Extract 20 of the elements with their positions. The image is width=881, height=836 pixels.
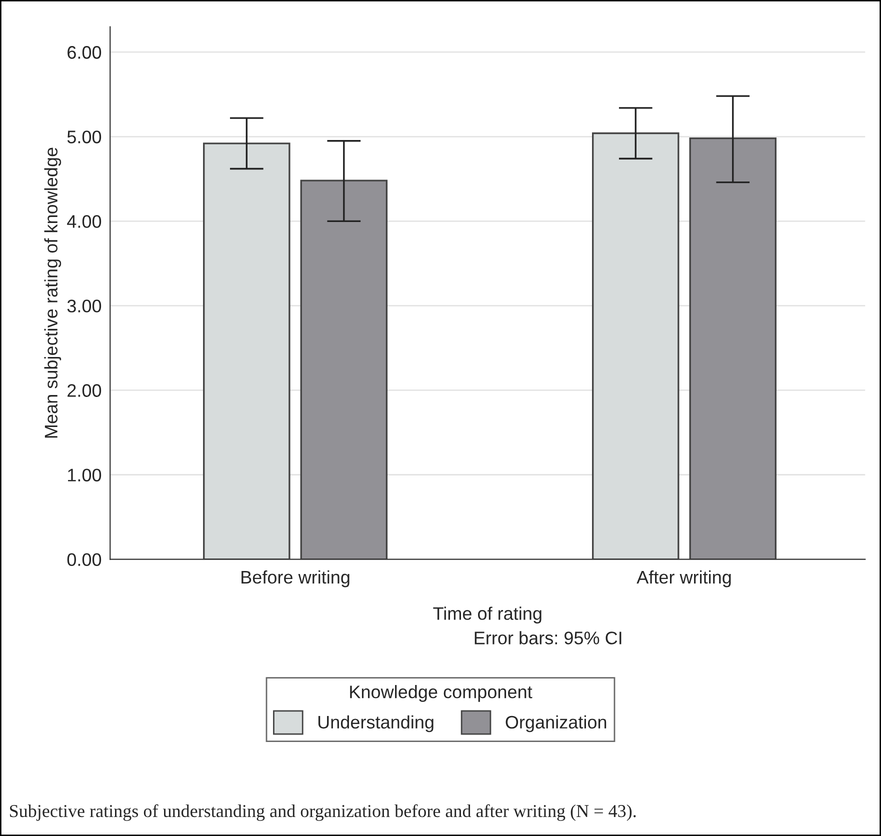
y-tick-label: 2.00 [68,384,102,397]
y-tick-label: 3.00 [67,300,102,312]
bar [592,132,680,560]
bar [689,137,777,560]
text: Error bars: 95% CI [474,631,622,644]
y-tick-label: 0.00 [67,553,102,566]
y-tick-label: 5.00 [67,130,102,144]
legend-title: Knowledge component [350,685,532,702]
legend-label: Understanding [318,715,434,732]
y-tick-label: 6.00 [68,46,102,59]
y-tick-label: 1.00 [68,468,102,482]
x-tick-label: Before writing [242,570,350,588]
text: Subjective ratings of understanding and organization before and after writing (N = 43). [10,804,636,821]
legend-label: Organization [506,715,606,732]
x-tick-label: After writing [636,570,731,588]
y-tick-label: 4.00 [67,215,102,228]
x-axis-title: Time of rating [433,606,542,624]
bar [203,142,290,560]
bar [300,180,388,560]
y-axis-title: Mean subjective rating of knowledge [44,148,62,438]
